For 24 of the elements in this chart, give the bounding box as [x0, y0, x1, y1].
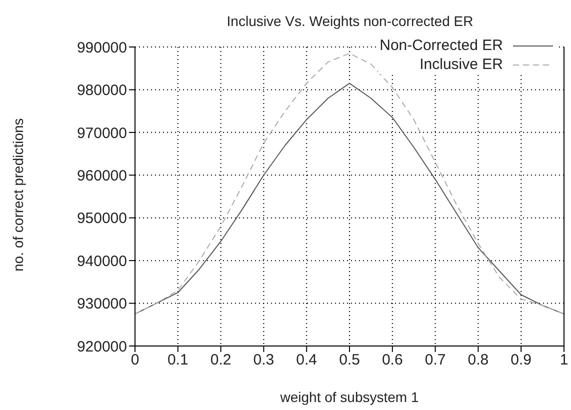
- x-tick-label: 0.6: [382, 352, 403, 369]
- y-tick-label: 920000: [76, 338, 127, 356]
- legend-label: Inclusive ER: [420, 55, 503, 74]
- x-tick-label: 0.2: [210, 352, 232, 369]
- legend-label: Non-Corrected ER: [380, 36, 503, 55]
- chart-title: Inclusive Vs. Weights non-corrected ER: [226, 13, 474, 29]
- x-axis-title: weight of subsystem 1: [279, 389, 419, 405]
- y-tick-label: 990000: [76, 39, 127, 56]
- y-tick-label: 940000: [76, 252, 127, 270]
- x-tick-label: 0: [130, 352, 140, 369]
- x-tick-label: 1: [560, 352, 568, 369]
- x-tick-label: 0.3: [253, 352, 274, 369]
- y-tick-label: 930000: [76, 296, 127, 313]
- x-tick-label: 0.7: [424, 352, 446, 369]
- x-tick-label: 0.8: [468, 352, 489, 369]
- y-tick-label: 980000: [76, 82, 127, 100]
- y-tick-label: 950000: [76, 210, 127, 228]
- x-tick-label: 0.1: [167, 352, 188, 369]
- x-tick-label: 0.4: [296, 352, 318, 369]
- y-axis-title: no. of correct predictions: [10, 118, 26, 272]
- y-tick-label: 960000: [76, 167, 127, 184]
- y-tick-label: 970000: [76, 124, 127, 142]
- x-tick-label: 0.9: [510, 352, 532, 369]
- x-tick-label: 0.5: [339, 352, 360, 369]
